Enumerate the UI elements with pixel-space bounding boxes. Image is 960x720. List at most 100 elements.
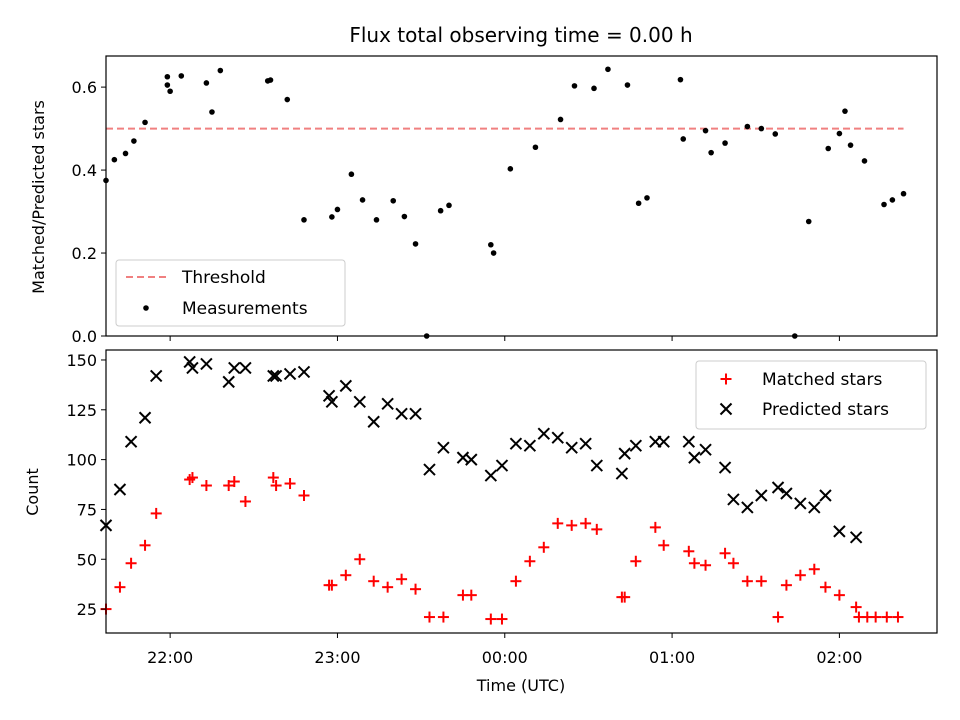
- measurement-point: [900, 190, 907, 197]
- x-tick-label: 23:00: [314, 648, 360, 667]
- matched-point: [496, 613, 508, 625]
- top-y-tick-label: 0.6: [72, 78, 97, 97]
- matched-point: [223, 480, 235, 492]
- measurement-point: [702, 127, 709, 134]
- matched-point: [410, 583, 422, 595]
- measurement-point: [708, 149, 714, 156]
- top-y-tick-label: 0.4: [72, 161, 97, 180]
- bottom-y-tick-label: 75: [77, 500, 97, 519]
- predicted-point: [579, 437, 592, 450]
- measurement-point: [122, 150, 129, 157]
- measurement-point: [373, 217, 380, 223]
- measurement-point: [348, 171, 355, 178]
- matched-point: [125, 557, 137, 569]
- matched-point: [423, 611, 435, 623]
- x-axis-label: Time (UTC): [476, 676, 565, 695]
- measurement-point: [334, 206, 341, 213]
- measurement-point: [178, 73, 185, 79]
- predicted-point: [819, 489, 832, 502]
- measurement-point: [881, 201, 887, 208]
- predicted-point: [283, 367, 297, 381]
- predicted-point: [124, 435, 138, 448]
- legend-matched-label: Matched stars: [762, 370, 882, 390]
- measurement-point: [680, 136, 687, 142]
- predicted-point: [833, 525, 846, 538]
- bottom-y-tick-label: 25: [77, 600, 97, 619]
- predicted-point: [339, 379, 353, 393]
- measurement-point: [164, 73, 171, 80]
- x-tick-label: 22:00: [147, 648, 193, 667]
- predicted-point: [113, 483, 127, 496]
- top-legend: Threshold Measurements: [115, 259, 346, 327]
- matched-point: [819, 581, 831, 593]
- matched-point: [881, 611, 893, 623]
- legend-plus-mark: [720, 373, 732, 385]
- predicted-point: [688, 451, 701, 464]
- matched-point: [186, 472, 198, 484]
- predicted-point: [465, 453, 478, 466]
- predicted-point: [381, 397, 394, 411]
- measurement-point: [889, 197, 896, 203]
- matched-point: [340, 569, 352, 581]
- measurement-point: [329, 214, 335, 220]
- bottom-y-tick-label: 125: [66, 401, 97, 420]
- measurement-point: [401, 213, 408, 220]
- x-tick-label: 01:00: [649, 648, 695, 667]
- measurement-point: [836, 130, 843, 137]
- predicted-point: [565, 441, 578, 454]
- measurement-point: [164, 82, 171, 88]
- matched-point: [465, 589, 477, 601]
- predicted-point: [409, 407, 422, 420]
- measurement-point: [412, 241, 419, 247]
- matched-point: [538, 541, 550, 553]
- measurement-point: [532, 144, 539, 151]
- legend-predicted-swatch: [719, 402, 733, 416]
- predicted-point: [590, 459, 603, 472]
- matched-point: [850, 601, 862, 613]
- top-axes-frame: [105, 55, 938, 337]
- matched-point: [566, 519, 578, 531]
- predicted-point: [322, 389, 336, 403]
- predicted-point: [297, 365, 311, 379]
- measurement-point: [301, 217, 307, 223]
- measurement-point: [111, 156, 118, 163]
- bottom-y-tick-label: 50: [77, 550, 97, 569]
- matched-point: [780, 579, 792, 591]
- predicted-point: [780, 487, 793, 500]
- matched-point: [649, 521, 661, 533]
- predicted-point: [149, 369, 163, 383]
- matched-point: [755, 575, 767, 587]
- matched-point: [892, 611, 904, 623]
- matched-point: [870, 611, 882, 623]
- measurement-point: [571, 83, 578, 89]
- predicted-point: [808, 501, 821, 514]
- top-y-tick-label: 0.2: [72, 244, 97, 263]
- bottom-axes-frame: [105, 349, 938, 634]
- matched-point: [833, 589, 845, 601]
- measurement-point: [131, 138, 137, 144]
- top-y-tick-label: 0.0: [72, 327, 97, 346]
- matched-point: [284, 478, 296, 490]
- bottom-legend-box: [695, 360, 927, 430]
- legend-measurements-swatch: [143, 305, 149, 311]
- predicted-point: [269, 369, 283, 383]
- measurement-point: [825, 145, 832, 152]
- matched-point: [382, 581, 394, 593]
- matched-point: [552, 517, 564, 529]
- matched-point: [139, 539, 151, 551]
- predicted-point: [395, 407, 408, 420]
- predicted-point: [794, 497, 807, 510]
- matched-point: [437, 611, 449, 623]
- predicted-point: [222, 375, 235, 389]
- matched-point: [298, 489, 310, 501]
- measurement-point: [437, 207, 444, 214]
- top-axes: 0.0 0.2 0.4 0.6 Matched/Predicted stars Thr…: [29, 55, 938, 346]
- measurement-point: [842, 108, 848, 114]
- matched-point: [200, 480, 212, 492]
- measurement-point: [284, 96, 291, 103]
- predicted-point: [682, 435, 696, 448]
- predicted-point: [615, 467, 629, 480]
- predicted-point: [437, 441, 450, 454]
- matched-point: [239, 495, 251, 507]
